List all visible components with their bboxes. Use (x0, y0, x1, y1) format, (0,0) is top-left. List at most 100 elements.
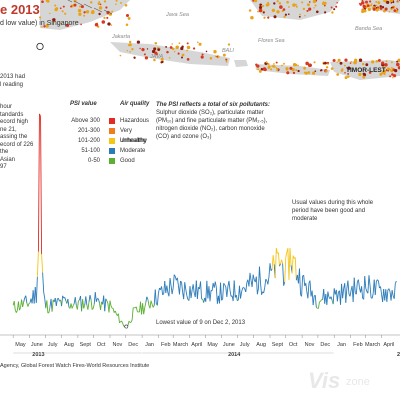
psi-line-segment (127, 321, 130, 326)
hotspot-dot (175, 45, 179, 50)
psi-line-segment (239, 285, 241, 299)
psi-line-segment (240, 291, 243, 299)
hotspot-dot (171, 43, 173, 45)
hotspot-dot (323, 1, 327, 5)
hotspot-dot (324, 61, 327, 65)
psi-line-segment (357, 279, 360, 288)
legend-row: 201-300 Very unhealthy (56, 126, 152, 144)
psi-line-segment (106, 300, 109, 304)
year-label-truncated: 2 (397, 352, 400, 358)
psi-line-segment (291, 255, 294, 274)
psi-line-segment (222, 283, 225, 299)
hotspot-dot (307, 71, 311, 74)
hotspot-dot (324, 11, 327, 14)
psi-line-segment (87, 302, 90, 310)
hotspot-dot (336, 61, 338, 63)
psi-line-segment (186, 295, 189, 300)
psi-line-segment (317, 301, 320, 309)
psi-line-segment (145, 296, 148, 303)
hotspot-dot (97, 2, 101, 5)
psi-line-segment (274, 248, 277, 279)
hotspot-dot (257, 68, 260, 71)
hotspot-dot (267, 66, 270, 70)
psi-line-segment (268, 263, 271, 277)
legend-range-header: PSI value (70, 101, 97, 107)
hotspot-dot (389, 68, 392, 71)
hotspot-dot (323, 4, 326, 7)
hotspot-dot (129, 51, 131, 53)
psi-line-segment (150, 300, 153, 305)
psi-line-segment (249, 272, 252, 281)
side-note-record: hour tandards ecord high ne 21, assing t… (0, 104, 34, 170)
chart-subtitle: d low value) in Singapore (0, 20, 79, 27)
hotspot-dot (377, 1, 380, 4)
hotspot-dot (281, 64, 283, 67)
psi-line-segment (37, 113, 40, 252)
hotspot-dot (358, 72, 362, 77)
hotspot-dot (160, 57, 164, 61)
wind-arrow (103, 9, 113, 15)
hotspot-dot (213, 50, 217, 54)
hotspot-dot (262, 67, 267, 71)
hotspot-dot (295, 5, 298, 8)
psi-line-segment (157, 287, 160, 294)
psi-line-segment (162, 293, 164, 296)
watermark-zone: zone (346, 376, 370, 388)
psi-line-segment (326, 291, 329, 305)
watermark-vis: Vis (308, 368, 341, 393)
hotspot-dot (371, 3, 373, 5)
psi-line-segment (190, 289, 193, 299)
psi-line-segment (166, 285, 169, 293)
x-tick-label: May (207, 342, 218, 348)
hotspot-dot (297, 64, 299, 67)
hotspot-dot (227, 43, 231, 46)
psi-line-segment (336, 291, 339, 302)
hotspot-dot (306, 9, 309, 12)
psi-line-segment (342, 288, 345, 299)
psi-line-segment (371, 293, 374, 299)
psi-line-segment (95, 298, 98, 302)
hotspot-dot (80, 5, 84, 9)
psi-line-segment (361, 286, 364, 299)
hotspot-dot (337, 58, 341, 62)
hotspot-dot (196, 41, 199, 44)
hotspot-dot (390, 8, 393, 11)
hotspot-dot (65, 23, 70, 28)
x-tick-label: June (31, 342, 43, 348)
legend-quality: Good (120, 158, 135, 164)
hotspot-dot (98, 1, 101, 4)
hotspot-dot (381, 61, 385, 65)
psi-line-segment (393, 283, 396, 299)
hotspot-dot (173, 50, 176, 53)
year-label: 2014 (228, 352, 241, 358)
psi-line-segment (209, 290, 212, 302)
hotspot-dot (273, 2, 276, 5)
psi-line-segment (105, 298, 108, 301)
x-tick-label: April (191, 342, 202, 348)
psi-line-segment (46, 300, 49, 314)
psi-line-segment (224, 284, 227, 288)
psi-line-segment (289, 247, 292, 266)
hotspot-dot (70, 5, 73, 8)
hotspot-dot (125, 23, 129, 27)
hotspot-dot (304, 71, 308, 75)
hotspot-dot (389, 0, 393, 3)
hotspot-dot (325, 70, 328, 73)
psi-line-segment (40, 116, 43, 255)
psi-line-segment (97, 298, 100, 304)
hotspot-dot (383, 0, 386, 3)
psi-line-segment (172, 274, 175, 288)
hotspot-dot (89, 1, 93, 4)
hotspot-dot (314, 70, 317, 73)
psi-line-segment (301, 275, 304, 297)
psi-line-segment (314, 295, 317, 308)
hotspot-dot (309, 1, 311, 3)
psi-line-segment (332, 288, 335, 305)
hotspot-dot (146, 48, 149, 50)
hotspot-dot (385, 60, 388, 63)
x-tick-label: Feb (353, 342, 362, 348)
hotspot-dot (178, 42, 181, 45)
hotspot-dot (271, 8, 276, 13)
psi-line-segment (48, 306, 51, 313)
hotspot-dot (38, 16, 42, 19)
